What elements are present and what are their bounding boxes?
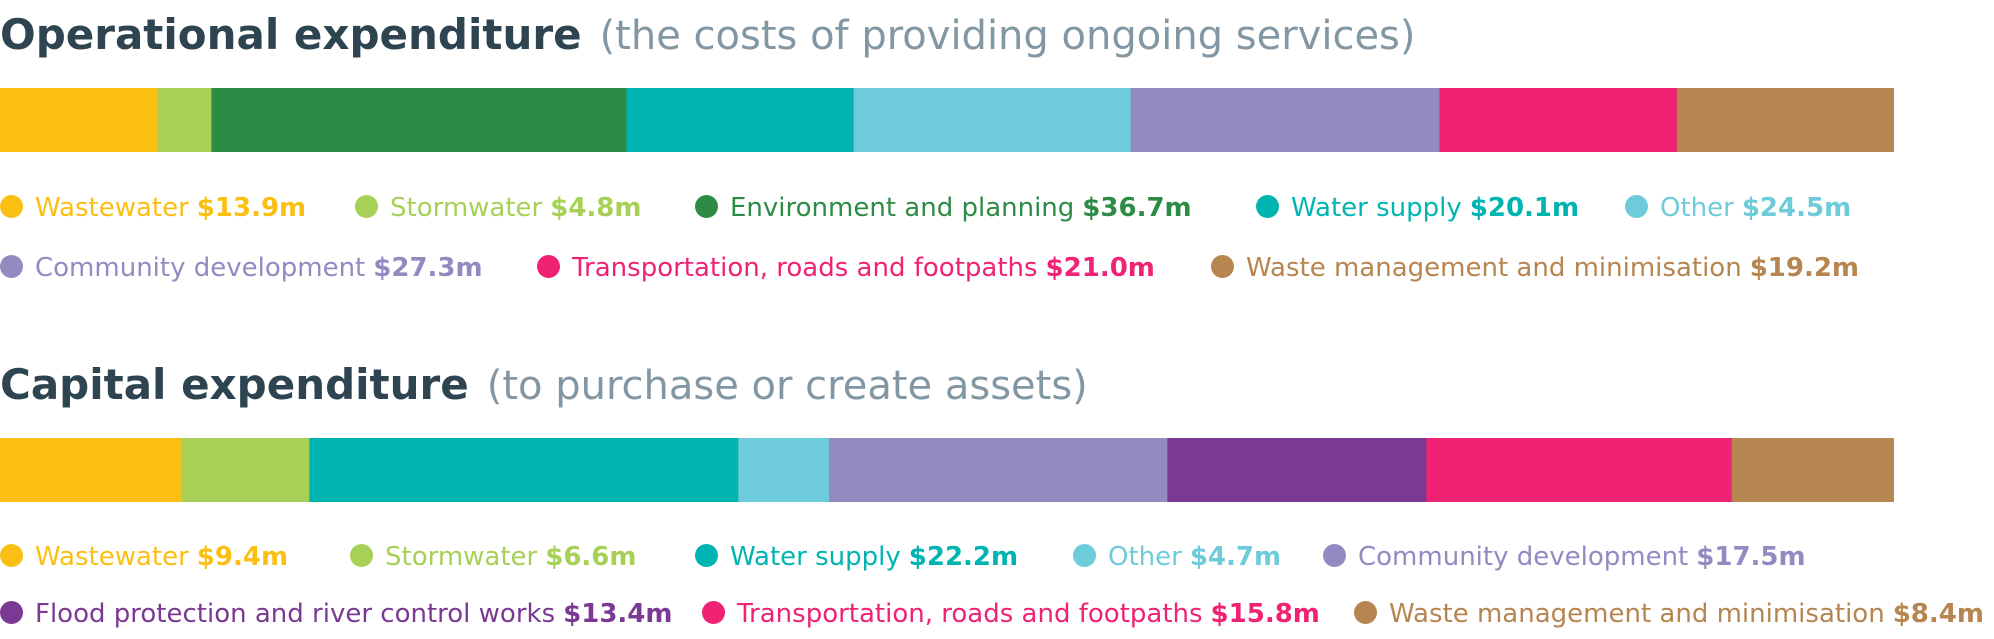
operational-title-subtitle: (the costs of providing ongoing services… [599, 13, 1416, 59]
bar-segment-waste [1731, 438, 1894, 502]
legend-item-water_supply: Water supply $22.2m [695, 537, 1018, 577]
legend-item-environment: Environment and planning $36.7m [695, 188, 1192, 228]
legend-item-other: Other $24.5m [1625, 188, 1851, 228]
legend-item-transport: Transportation, roads and footpaths $21.0… [537, 248, 1155, 288]
legend-dot-icon [1073, 544, 1096, 567]
legend-label: Water supply [1291, 193, 1462, 223]
bar-segment-other [738, 438, 830, 502]
legend-value: $6.6m [545, 542, 637, 572]
legend-value: $8.4m [1892, 599, 1984, 629]
legend-label: Transportation, roads and footpaths [737, 599, 1203, 629]
legend-item-community: Community development $17.5m [1323, 537, 1806, 577]
bar-segment-community [1130, 88, 1440, 152]
legend-item-stormwater: Stormwater $6.6m [350, 537, 637, 577]
legend-item-wastewater: Wastewater $9.4m [0, 537, 288, 577]
legend-item-other: Other $4.7m [1073, 537, 1281, 577]
operational-stacked-bar [0, 88, 1894, 152]
legend-item-flood: Flood protection and river control works… [0, 594, 672, 634]
legend-value: $15.8m [1210, 599, 1320, 629]
bar-segment-water_supply [309, 438, 739, 502]
operational-title-main: Operational expenditure [0, 10, 582, 59]
bar-segment-environment [211, 88, 627, 152]
legend-value: $21.0m [1045, 253, 1155, 283]
legend-label: Other [1108, 542, 1182, 572]
bar-segment-transport [1439, 88, 1678, 152]
legend-value: $19.2m [1749, 253, 1860, 283]
bar-segment-stormwater [157, 88, 212, 152]
legend-item-water_supply: Water supply $20.1m [1256, 188, 1579, 228]
legend-item-waste: Waste management and minimisation $19.2m [1211, 248, 1859, 288]
capital-legend-row-2: Flood protection and river control works… [0, 594, 1994, 634]
legend-dot-icon [1256, 195, 1279, 218]
legend-dot-icon [1211, 255, 1234, 278]
legend-label: Flood protection and river control works [35, 599, 556, 629]
legend-label: Community development [1358, 542, 1689, 572]
capital-title: Capital expenditure (to purchase or creat… [0, 360, 1088, 409]
bar-segment-transport [1426, 438, 1733, 502]
legend-value: $24.5m [1741, 193, 1852, 223]
legend-label: Other [1660, 193, 1734, 223]
legend-item-community: Community development $27.3m [0, 248, 483, 288]
legend-dot-icon [702, 601, 725, 624]
legend-dot-icon [1354, 601, 1377, 624]
legend-value: $36.7m [1082, 193, 1192, 223]
capital-title-subtitle: (to purchase or create assets) [486, 363, 1088, 409]
capital-legend-row-1: Wastewater $9.4m Stormwater $6.6m Water supp… [0, 537, 1994, 577]
legend-value: $27.3m [373, 253, 483, 283]
legend-dot-icon [0, 195, 23, 218]
legend-dot-icon [537, 255, 560, 278]
legend-label: Transportation, roads and footpaths [572, 253, 1038, 283]
legend-value: $13.4m [563, 599, 673, 629]
bar-segment-water_supply [626, 88, 855, 152]
legend-dot-icon [0, 601, 23, 624]
bar-segment-waste [1676, 88, 1894, 152]
capital-title-main: Capital expenditure [0, 360, 469, 409]
legend-dot-icon [0, 255, 23, 278]
legend-item-transport: Transportation, roads and footpaths $15.8… [702, 594, 1320, 634]
bar-segment-stormwater [181, 438, 310, 502]
legend-label: Waste management and minimisation [1246, 253, 1742, 283]
legend-label: Waste management and minimisation [1389, 599, 1885, 629]
legend-value: $20.1m [1469, 193, 1580, 223]
legend-value: $4.8m [550, 193, 642, 223]
legend-label: Community development [35, 253, 366, 283]
capital-stacked-bar [0, 438, 1894, 502]
legend-label: Wastewater [35, 542, 189, 572]
legend-label: Water supply [730, 542, 901, 572]
bar-segment-community [829, 438, 1168, 502]
bar-segment-other [853, 88, 1132, 152]
bar-segment-wastewater [0, 88, 158, 152]
legend-value: $4.7m [1189, 542, 1282, 572]
legend-dot-icon [0, 544, 23, 567]
legend-item-wastewater: Wastewater $13.9m [0, 188, 306, 228]
legend-dot-icon [695, 544, 718, 567]
legend-dot-icon [355, 195, 378, 218]
legend-dot-icon [1323, 544, 1346, 567]
operational-legend-row-1: Wastewater $13.9m Stormwater $4.8m Environme… [0, 188, 1994, 228]
legend-dot-icon [695, 195, 718, 218]
legend-label: Stormwater [385, 542, 538, 572]
legend-value: $13.9m [196, 193, 307, 223]
legend-label: Wastewater [35, 193, 189, 223]
legend-value: $17.5m [1696, 542, 1806, 572]
legend-value: $9.4m [196, 542, 289, 572]
legend-label: Environment and planning [730, 193, 1075, 223]
legend-label: Stormwater [390, 193, 543, 223]
bar-segment-flood [1167, 438, 1427, 502]
operational-legend-row-2: Community development $27.3m Transportatio… [0, 248, 1994, 288]
legend-dot-icon [1625, 195, 1648, 218]
legend-value: $22.2m [908, 542, 1019, 572]
legend-dot-icon [350, 544, 373, 567]
bar-segment-wastewater [0, 438, 183, 502]
legend-item-waste: Waste management and minimisation $8.4m [1354, 594, 1984, 634]
operational-title: Operational expenditure (the costs of pro… [0, 10, 1416, 59]
legend-item-stormwater: Stormwater $4.8m [355, 188, 642, 228]
